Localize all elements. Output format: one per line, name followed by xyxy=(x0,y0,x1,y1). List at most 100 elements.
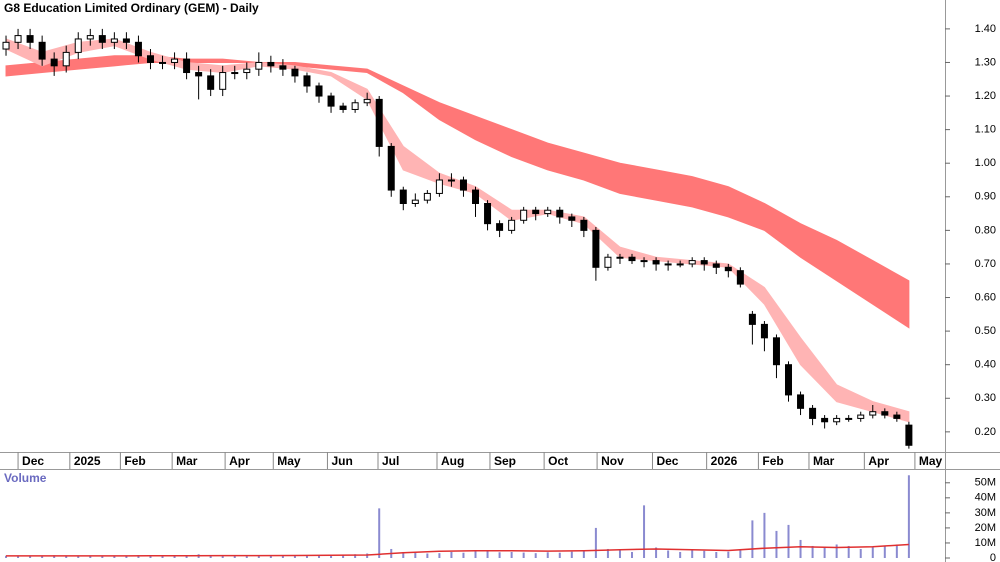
volume-bar xyxy=(787,524,790,558)
x-tick-label: Feb xyxy=(124,454,145,468)
candle-body xyxy=(640,260,648,263)
x-tick-label: Oct xyxy=(548,454,568,468)
volume-bar xyxy=(727,551,730,558)
candle-body xyxy=(472,189,480,205)
x-tick-label: Dec xyxy=(656,454,678,468)
candle-body xyxy=(748,313,756,325)
y-tick-label: 0 xyxy=(990,552,996,562)
y-tick-label: 0.70 xyxy=(975,258,996,270)
y-tick-label: 1.20 xyxy=(975,90,996,102)
volume-bar xyxy=(558,552,561,558)
y-tick-label: 0.80 xyxy=(975,224,996,236)
candle-body xyxy=(279,65,287,70)
volume-bar xyxy=(125,555,128,558)
volume-bar xyxy=(185,555,188,558)
candle-body xyxy=(845,417,853,420)
volume-bar xyxy=(257,555,260,558)
candle-body xyxy=(700,260,708,265)
candle-body xyxy=(508,219,516,231)
volume-bar xyxy=(101,556,104,558)
x-tick-label: May xyxy=(277,454,301,468)
y-tick-label: 20M xyxy=(975,522,996,534)
volume-bar xyxy=(643,505,646,558)
y-tick-label: 0.40 xyxy=(975,359,996,371)
candle-body xyxy=(231,72,239,75)
candle-body xyxy=(688,260,696,265)
volume-bar xyxy=(450,551,453,558)
volume-bar xyxy=(763,512,766,558)
volume-bar xyxy=(655,547,658,558)
volume-bar xyxy=(534,553,537,558)
volume-bar xyxy=(751,520,754,558)
volume-bar xyxy=(486,551,489,558)
candle-body xyxy=(183,58,191,74)
x-tick-label: Aug xyxy=(441,454,464,468)
candle-body xyxy=(556,209,564,218)
volume-bar xyxy=(570,551,573,558)
candle-body xyxy=(628,256,636,262)
volume-bar xyxy=(510,551,513,558)
candle-body xyxy=(484,203,492,225)
y-tick-label: 50M xyxy=(975,477,996,489)
candle-body xyxy=(159,61,167,64)
volume-bar xyxy=(498,552,501,558)
volume-bar xyxy=(293,555,296,558)
candle-body xyxy=(604,256,612,268)
candle-body xyxy=(14,35,22,43)
volume-bar xyxy=(378,508,381,558)
candle-body xyxy=(146,55,154,63)
candle-body xyxy=(375,98,383,147)
chart-title: G8 Education Limited Ordinary (GEM) - Da… xyxy=(4,1,259,15)
x-tick-label: 2025 xyxy=(74,454,101,468)
candle-body xyxy=(122,38,130,43)
y-tick-label: 1.30 xyxy=(975,56,996,68)
y-tick-label: 1.40 xyxy=(975,23,996,35)
candle-body xyxy=(772,337,780,366)
volume-bar xyxy=(775,530,778,558)
volume-bar xyxy=(907,475,910,558)
candle-body xyxy=(255,61,263,70)
volume-bar xyxy=(354,554,357,558)
candle-body xyxy=(195,72,203,77)
volume-bar xyxy=(41,556,44,558)
y-tick-label: 0.60 xyxy=(975,291,996,303)
candle-body xyxy=(821,417,829,423)
volume-bar xyxy=(895,544,898,558)
candle-body xyxy=(50,58,58,67)
volume-bar xyxy=(618,550,621,558)
volume-bar xyxy=(739,550,742,558)
candle-body xyxy=(568,216,576,221)
volume-bar xyxy=(715,551,718,558)
y-tick-label: 0.90 xyxy=(975,191,996,203)
candle-body xyxy=(724,266,732,272)
volume-bar xyxy=(426,553,429,558)
x-tick-label: Jun xyxy=(331,454,352,468)
y-tick-label: 0.50 xyxy=(975,325,996,337)
candle-body xyxy=(171,58,179,63)
volume-bar xyxy=(137,555,140,558)
candle-body xyxy=(86,35,94,40)
candle-body xyxy=(98,35,106,43)
candle-body xyxy=(712,263,720,268)
volume-bar xyxy=(318,555,321,558)
x-tick-label: Nov xyxy=(601,454,624,468)
candle-body xyxy=(38,41,46,60)
candle-body xyxy=(423,192,431,201)
candle-body xyxy=(893,414,901,419)
volume-bar xyxy=(474,550,477,558)
candle-body xyxy=(267,61,275,67)
volume-bar xyxy=(703,550,706,558)
volume-bar xyxy=(679,551,682,558)
x-tick-label: May xyxy=(919,454,943,468)
volume-panel: 50M 40M 30M 20M 10M 0 xyxy=(5,475,996,562)
x-tick-label: Sep xyxy=(494,454,516,468)
volume-bar xyxy=(667,550,670,558)
volume-bar xyxy=(77,556,80,558)
candle-body xyxy=(327,95,335,107)
candle-body xyxy=(110,38,118,43)
candle-body xyxy=(592,229,600,268)
volume-bar xyxy=(173,555,176,558)
x-tick-label: Mar xyxy=(813,454,835,468)
volume-bar xyxy=(269,555,272,558)
